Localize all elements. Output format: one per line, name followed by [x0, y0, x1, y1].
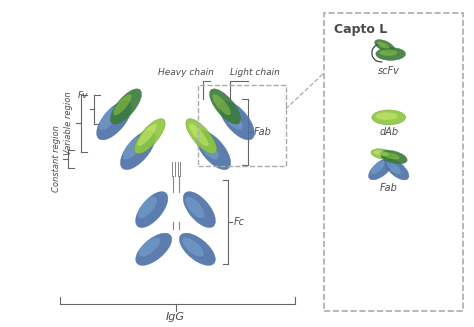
- Ellipse shape: [186, 119, 217, 154]
- Text: Fc: Fc: [234, 217, 245, 227]
- Ellipse shape: [376, 47, 406, 60]
- Ellipse shape: [212, 94, 231, 115]
- Ellipse shape: [120, 130, 155, 170]
- Ellipse shape: [368, 158, 393, 180]
- Text: scFv: scFv: [378, 66, 400, 76]
- Ellipse shape: [134, 119, 165, 154]
- Ellipse shape: [113, 94, 132, 115]
- Ellipse shape: [222, 107, 243, 130]
- Ellipse shape: [136, 233, 172, 266]
- Ellipse shape: [386, 161, 401, 174]
- Text: IgG: IgG: [166, 312, 185, 322]
- Text: Fab: Fab: [254, 127, 272, 137]
- Ellipse shape: [372, 110, 406, 125]
- Text: Constant region: Constant region: [52, 126, 61, 193]
- Text: dAb: dAb: [379, 127, 398, 137]
- Text: Variable region: Variable region: [64, 92, 73, 155]
- Ellipse shape: [374, 40, 395, 52]
- Ellipse shape: [123, 136, 143, 160]
- Ellipse shape: [219, 101, 255, 140]
- Ellipse shape: [138, 197, 157, 218]
- Text: Fv: Fv: [78, 91, 88, 100]
- Ellipse shape: [384, 158, 409, 180]
- Text: Capto L: Capto L: [334, 23, 387, 36]
- Ellipse shape: [189, 124, 209, 146]
- Text: Heavy chain: Heavy chain: [157, 68, 213, 77]
- Ellipse shape: [196, 130, 231, 170]
- Ellipse shape: [139, 238, 160, 257]
- Ellipse shape: [185, 197, 204, 218]
- Ellipse shape: [379, 49, 397, 56]
- Ellipse shape: [210, 89, 241, 124]
- Ellipse shape: [376, 112, 398, 120]
- Ellipse shape: [383, 152, 400, 160]
- Text: Fab: Fab: [380, 183, 398, 193]
- Ellipse shape: [183, 192, 216, 228]
- Ellipse shape: [374, 150, 389, 156]
- Ellipse shape: [371, 149, 394, 159]
- Ellipse shape: [179, 233, 215, 266]
- Ellipse shape: [182, 238, 204, 257]
- Ellipse shape: [97, 101, 131, 140]
- Ellipse shape: [110, 89, 142, 124]
- Ellipse shape: [380, 150, 407, 164]
- Ellipse shape: [99, 107, 119, 130]
- Ellipse shape: [371, 161, 385, 174]
- Ellipse shape: [137, 124, 157, 146]
- Ellipse shape: [198, 136, 219, 160]
- Text: Light chain: Light chain: [230, 68, 280, 77]
- Ellipse shape: [377, 42, 389, 49]
- Ellipse shape: [136, 192, 168, 228]
